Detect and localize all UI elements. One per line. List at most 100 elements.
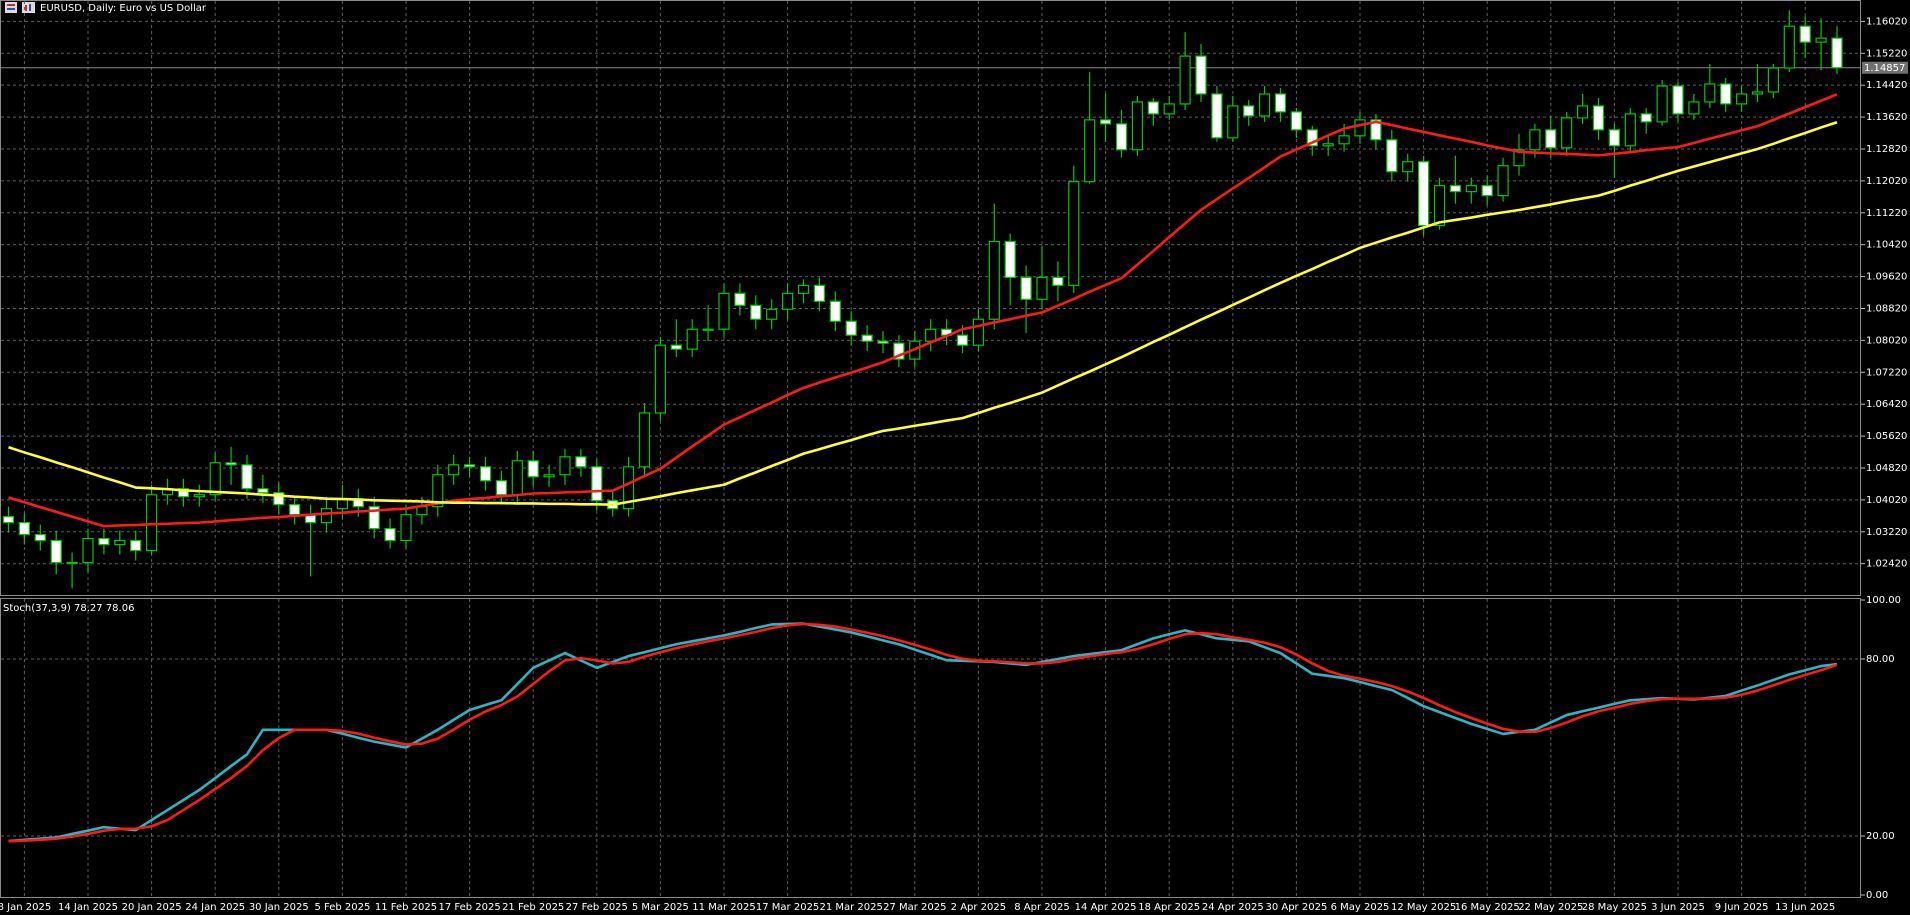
candle-body: [1640, 113, 1652, 123]
candle-body: [972, 318, 985, 346]
candle-body: [1545, 129, 1557, 149]
x-tick-label: 30 Apr 2025: [1265, 902, 1327, 913]
candle-body: [464, 464, 476, 468]
candle-body: [146, 494, 158, 552]
x-tick-label: 6 May 2025: [1331, 902, 1390, 913]
x-tick-label: 18 Apr 2025: [1138, 902, 1200, 913]
candle-body: [66, 561, 78, 565]
candle-body: [495, 480, 507, 496]
y-tick-label: 20.00: [1866, 831, 1895, 842]
candle-body: [114, 539, 126, 546]
candle-body: [1576, 105, 1589, 119]
x-tick-label: 27 Feb 2025: [566, 902, 628, 913]
x-tick-label: 14 Jan 2025: [58, 902, 118, 913]
y-tick-label: 1.05620: [1866, 431, 1907, 442]
y-tick-label: 1.06420: [1866, 399, 1907, 410]
candle-body: [813, 284, 826, 302]
candle-body: [1290, 111, 1303, 131]
candle-body: [1402, 161, 1414, 173]
candle-body: [925, 328, 937, 342]
candle-body: [1052, 276, 1064, 286]
y-tick-label: 1.04820: [1866, 463, 1907, 474]
candle-body: [718, 292, 730, 330]
candle-body: [1370, 119, 1382, 141]
x-tick-label: 3 Jun 2025: [1651, 902, 1705, 913]
main-panel-frame: [0, 0, 1861, 596]
candle-body: [1688, 101, 1700, 115]
y-tick-label: 1.12020: [1866, 176, 1907, 187]
x-tick-label: 14 Apr 2025: [1075, 902, 1137, 913]
candle-body: [273, 492, 285, 506]
candle-body: [1720, 83, 1732, 105]
y-tick-label: 1.07220: [1866, 367, 1907, 378]
candle-body: [988, 240, 1000, 320]
candle-body: [1624, 113, 1636, 147]
candle-body: [591, 466, 603, 502]
x-tick-label: 30 Jan 2025: [249, 902, 309, 913]
candle-body: [1258, 93, 1271, 117]
candle-body: [1497, 165, 1509, 197]
y-tick-label: 1.10420: [1866, 240, 1907, 251]
icon: [25, 5, 27, 11]
indicator-line: [8, 622, 1838, 843]
candle-body: [893, 342, 905, 360]
candle-body: [622, 466, 635, 510]
candle-body: [1020, 276, 1032, 300]
icon: [5, 2, 17, 13]
candle-body: [638, 412, 651, 468]
candle-body: [766, 308, 778, 320]
x-tick-label: 8 Jan 2025: [0, 902, 51, 913]
y-tick-label: 100.00: [1866, 595, 1901, 606]
x-tick-label: 21 Mar 2025: [819, 902, 882, 913]
candle-body: [2, 516, 15, 524]
candle-body: [400, 514, 412, 542]
x-tick-label: 8 Apr 2025: [1014, 902, 1069, 913]
candle-body: [130, 539, 142, 552]
candle-body: [1608, 129, 1621, 147]
candle-body: [1274, 93, 1287, 113]
candle-body: [416, 506, 428, 516]
candle-body: [1195, 55, 1207, 95]
candle-body: [225, 462, 237, 466]
candle-body: [1227, 105, 1239, 139]
x-tick-label: 24 Jan 2025: [185, 902, 245, 913]
x-tick-label: 2 Apr 2025: [951, 902, 1006, 913]
icon: [7, 4, 15, 6]
candle-body: [1449, 185, 1462, 193]
candle-body: [1767, 67, 1780, 93]
candle-body: [1513, 149, 1525, 167]
x-tick-label: 21 Feb 2025: [502, 902, 564, 913]
y-tick-label: 1.08020: [1866, 335, 1907, 346]
candle-body: [956, 334, 969, 346]
candle-body: [1211, 93, 1223, 139]
candle-body: [1561, 117, 1573, 149]
y-tick-label: 0.00: [1866, 890, 1888, 901]
candle-body: [750, 304, 762, 320]
x-tick-label: 5 Feb 2025: [314, 902, 370, 913]
indicator-line: [8, 121, 1838, 506]
candle-body: [34, 533, 46, 542]
chart-title: EURUSD, Daily: Euro vs US Dollar: [40, 3, 207, 14]
candle-body: [829, 300, 841, 322]
y-tick-label: 1.08820: [1866, 303, 1907, 314]
candle-body: [320, 508, 333, 524]
candle-body: [861, 334, 873, 342]
candle-body: [1084, 119, 1096, 183]
candle-body: [670, 344, 682, 350]
candle-body: [1815, 37, 1827, 43]
candle-body: [1036, 276, 1048, 300]
candle-body: [18, 522, 30, 536]
icon: [7, 8, 15, 10]
y-tick-label: 80.00: [1866, 654, 1895, 665]
candle-body: [511, 460, 523, 496]
candle-body: [1322, 143, 1334, 147]
indicator-line: [8, 93, 1838, 528]
candle-body: [877, 340, 889, 344]
candle-body: [289, 504, 301, 516]
icon: [29, 4, 31, 11]
candle-body: [559, 456, 571, 476]
indicator-title: Stoch(37,3,9) 78.27 78.06: [3, 603, 134, 614]
candle-body: [1147, 101, 1159, 115]
